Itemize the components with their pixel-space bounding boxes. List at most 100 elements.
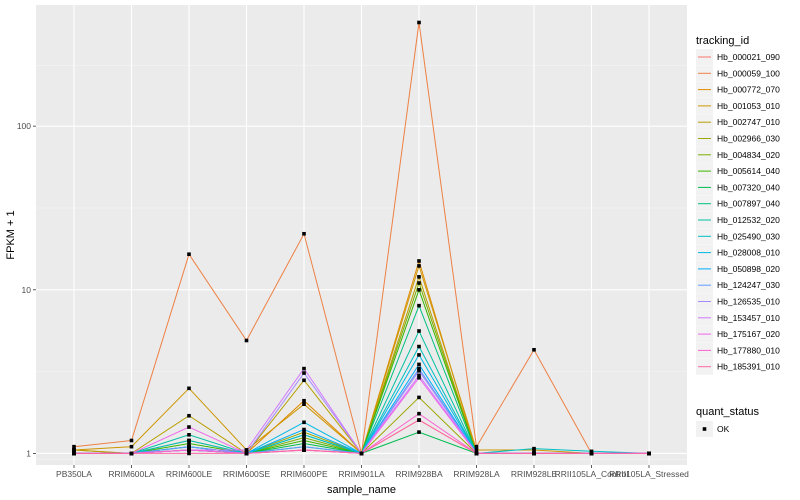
data-point xyxy=(129,444,134,449)
x-tick-label: RRII105LA_Control xyxy=(555,469,629,479)
data-point xyxy=(417,368,421,373)
data-point xyxy=(417,329,421,333)
data-point xyxy=(417,362,421,367)
data-point xyxy=(417,259,421,263)
data-point xyxy=(532,451,536,456)
data-point xyxy=(474,444,479,449)
data-point xyxy=(187,425,191,429)
data-point xyxy=(187,441,191,446)
data-point xyxy=(532,446,536,451)
data-point xyxy=(187,413,191,418)
shape-legend-title: quant_status xyxy=(696,406,759,418)
data-points xyxy=(72,20,651,456)
data-point xyxy=(417,264,421,268)
shape-legend: quant_status OK xyxy=(696,406,759,437)
shape-legend-label: OK xyxy=(717,424,730,434)
data-point xyxy=(417,418,421,422)
data-point xyxy=(302,433,306,437)
legend-label: Hb_175167_020 xyxy=(717,329,780,339)
data-point xyxy=(302,398,306,403)
x-tick-label: RRIM928LA xyxy=(453,469,500,479)
legend-label: Hb_153457_010 xyxy=(717,313,780,323)
data-point xyxy=(532,347,536,352)
data-point xyxy=(187,448,191,452)
legend-label: Hb_126535_010 xyxy=(717,297,780,307)
data-point xyxy=(417,288,421,292)
data-point xyxy=(417,375,421,380)
legend-label: Hb_002966_030 xyxy=(717,134,780,144)
data-point xyxy=(302,430,306,434)
x-tick-label: RRIM901LA xyxy=(338,469,385,479)
data-point xyxy=(417,303,421,308)
legend: tracking_id Hb_000021_090 Hb_000059_100 Hb… xyxy=(696,35,780,375)
data-point xyxy=(302,448,306,452)
data-point xyxy=(417,430,421,434)
data-point xyxy=(474,451,479,456)
data-point xyxy=(187,451,191,456)
data-point xyxy=(589,451,594,456)
legend-label: Hb_028008_010 xyxy=(717,248,780,258)
y-tick-label: 10 xyxy=(22,285,32,295)
legend-label: Hb_025490_030 xyxy=(717,231,780,241)
legend-label: Hb_000772_070 xyxy=(717,85,780,95)
legend-label: Hb_001053_010 xyxy=(717,101,780,111)
x-axis: PB350LA RRIM600LA RRIM600LE RRIM600SE RRIM60… xyxy=(56,465,689,479)
data-point xyxy=(302,366,306,371)
data-point xyxy=(302,378,306,383)
data-point xyxy=(302,231,306,236)
data-point xyxy=(417,353,421,357)
legend-label: Hb_007320_040 xyxy=(717,182,780,192)
data-point xyxy=(187,252,191,257)
data-point xyxy=(187,444,191,449)
legend-label: Hb_004834_020 xyxy=(717,150,780,160)
data-point xyxy=(244,338,249,343)
x-tick-label: RRIM928BA xyxy=(395,469,443,479)
data-point xyxy=(417,373,421,378)
legend-title: tracking_id xyxy=(696,35,749,47)
legend-label: Hb_185391_010 xyxy=(717,362,780,372)
x-tick-label: PB350LA xyxy=(56,469,92,479)
y-tick-label: 100 xyxy=(17,121,31,131)
legend-label: Hb_002747_010 xyxy=(717,117,780,127)
data-point xyxy=(72,444,76,449)
data-point xyxy=(187,433,191,437)
shape-legend-marker xyxy=(702,427,707,431)
legend-label: Hb_000059_100 xyxy=(717,68,780,78)
x-tick-label: RRII105LA_Stressed xyxy=(609,469,689,479)
data-point xyxy=(474,448,479,452)
legend-label: Hb_177880_010 xyxy=(717,345,780,355)
data-point xyxy=(302,427,306,432)
x-tick-label: RRIM600LE xyxy=(166,469,213,479)
data-point xyxy=(129,451,134,456)
data-point xyxy=(302,420,306,425)
data-point xyxy=(417,411,421,416)
y-tick-label: 1 xyxy=(26,448,31,458)
legend-label: Hb_005614_040 xyxy=(717,166,780,176)
data-point xyxy=(417,20,421,25)
x-tick-label: RRIM600PE xyxy=(280,469,328,479)
data-point xyxy=(244,451,249,456)
data-point xyxy=(359,451,364,456)
x-axis-title: sample_name xyxy=(327,484,396,496)
data-point xyxy=(302,444,306,449)
x-tick-label: RRIM600SE xyxy=(223,469,271,479)
legend-label: Hb_000021_090 xyxy=(717,52,780,62)
data-point xyxy=(302,371,306,375)
data-point xyxy=(302,441,306,446)
x-tick-label: RRIM928LE xyxy=(511,469,558,479)
x-tick-label: RRIM600LA xyxy=(108,469,155,479)
data-point xyxy=(417,366,421,371)
data-point xyxy=(302,435,306,440)
y-axis: 1 10 100 xyxy=(17,121,36,458)
data-point xyxy=(244,448,249,452)
data-point xyxy=(589,449,594,454)
data-point xyxy=(187,386,191,391)
data-point xyxy=(72,451,76,456)
data-point xyxy=(187,438,191,443)
data-point xyxy=(417,281,421,285)
data-point xyxy=(129,438,134,443)
y-axis-title: FPKM + 1 xyxy=(5,210,17,259)
legend-label: Hb_124247_030 xyxy=(717,280,780,290)
data-point xyxy=(417,344,421,349)
